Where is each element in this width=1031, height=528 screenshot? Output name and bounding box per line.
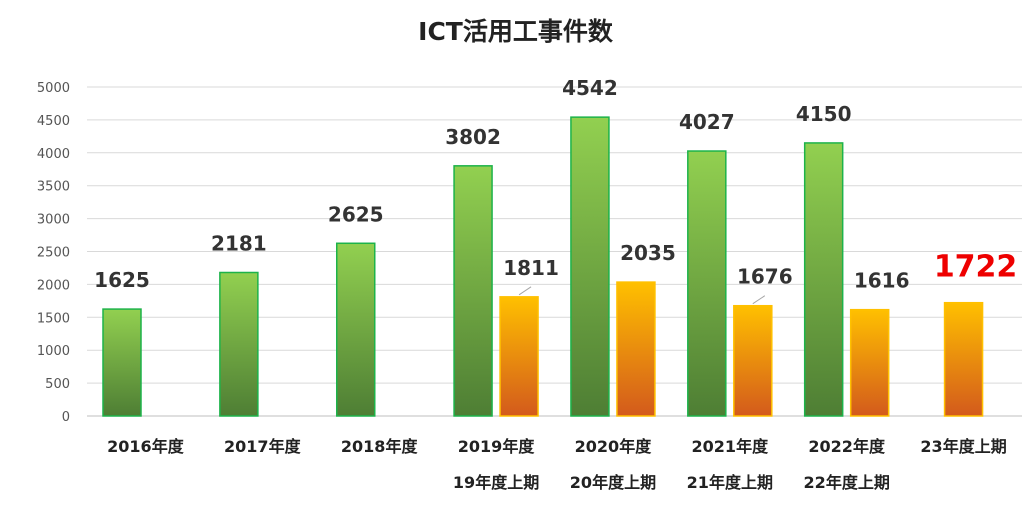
bar-annual xyxy=(336,242,376,417)
bar-annual xyxy=(687,150,727,417)
x-tick-label-sub: 20年度上期 xyxy=(570,473,656,492)
bar-first-half xyxy=(943,301,984,417)
leader-line xyxy=(518,286,532,296)
bars xyxy=(102,116,984,417)
chart-title: ICT活用工事件数 xyxy=(418,17,613,46)
y-tick-label: 0 xyxy=(62,410,70,425)
data-label: 1811 xyxy=(503,256,559,280)
y-tick-label: 3500 xyxy=(37,180,70,195)
x-tick-label: 2016年度 xyxy=(107,437,185,456)
y-tick-label: 1500 xyxy=(37,311,70,326)
leader-line xyxy=(752,295,766,305)
bar-annual xyxy=(803,142,844,417)
x-tick-label: 2018年度 xyxy=(341,437,419,456)
bar-annual xyxy=(219,271,259,417)
x-tick-label: 2022年度 xyxy=(808,437,886,456)
data-label: 2181 xyxy=(211,231,267,255)
labels: 0 500 1000 1500 2000 2500 3000 3500 4000 4500 5000… xyxy=(37,76,1017,492)
y-tick-label: 4000 xyxy=(37,147,70,162)
x-tick-label: 2020年度 xyxy=(575,437,653,456)
x-tick-label-sub: 22年度上期 xyxy=(804,473,890,492)
y-tick-label: 3000 xyxy=(37,213,70,228)
y-tick-label: 2500 xyxy=(37,246,70,261)
bar-first-half xyxy=(499,296,539,417)
y-tick-label: 1000 xyxy=(37,344,70,359)
x-tick-label: 2019年度 xyxy=(458,437,536,456)
x-tick-label: 23年度上期 xyxy=(920,437,1006,456)
data-label: 4150 xyxy=(796,102,852,126)
y-tick-label: 500 xyxy=(45,377,70,392)
bar-annual xyxy=(102,308,142,417)
bar-first-half xyxy=(733,304,773,417)
bar-first-half xyxy=(849,308,890,417)
x-tick-label: 2021年度 xyxy=(692,437,770,456)
data-label: 1616 xyxy=(854,269,910,293)
data-label: 4542 xyxy=(562,76,618,100)
data-label: 1676 xyxy=(737,265,793,289)
bar-first-half xyxy=(616,281,656,417)
data-label: 2625 xyxy=(328,202,384,226)
y-tick-label: 2000 xyxy=(37,278,70,293)
y-tick-label: 4500 xyxy=(37,114,70,129)
x-tick-label-sub: 19年度上期 xyxy=(453,473,539,492)
data-label: 3802 xyxy=(445,125,501,149)
data-label: 1625 xyxy=(94,268,150,292)
data-label: 4027 xyxy=(679,110,735,134)
x-tick-label: 2017年度 xyxy=(224,437,302,456)
y-tick-label: 5000 xyxy=(37,81,70,96)
bar-annual xyxy=(453,165,493,417)
x-tick-label-sub: 21年度上期 xyxy=(687,473,773,492)
data-label: 2035 xyxy=(620,241,676,265)
bar-annual xyxy=(570,116,610,417)
data-label: 1722 xyxy=(934,250,1018,285)
